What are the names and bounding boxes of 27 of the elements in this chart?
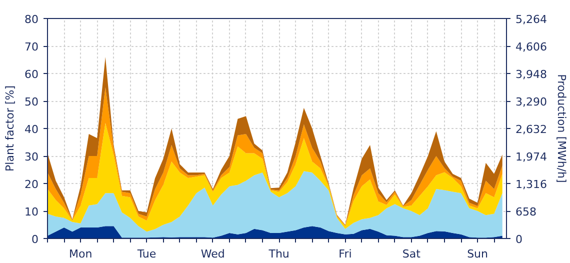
y-tick-label: 0	[32, 233, 38, 246]
y2-tick-label: 3,948	[516, 68, 547, 81]
y-tick-label: 50	[24, 96, 39, 108]
y2-tick-label: 2,632	[516, 123, 547, 136]
y2-tick-label: 658	[516, 206, 536, 218]
x-tick-label: Mon	[68, 248, 92, 260]
y-tick-label: 10	[24, 206, 39, 218]
y-axis-title: Plant factor [%]	[4, 86, 17, 172]
y-tick-label: 40	[24, 123, 39, 136]
y2-tick-label: 0	[516, 233, 522, 246]
y2-tick-label: 3,290	[516, 96, 547, 108]
x-tick-label: Tue	[136, 248, 156, 260]
y2-tick-label: 1,316	[516, 178, 547, 191]
y-tick-label: 30	[24, 150, 39, 164]
y2-tick-label: 4,606	[516, 40, 547, 54]
y-tick-label: 70	[24, 40, 39, 54]
y2-tick-label: 5,264	[516, 13, 547, 26]
y-tick-label: 20	[24, 178, 39, 191]
x-tick-label: Sat	[402, 248, 422, 260]
y2-tick-label: 1,974	[516, 150, 547, 164]
x-tick-label: Wed	[200, 248, 225, 260]
x-tick-label: Thu	[268, 248, 290, 260]
x-tick-label: Sun	[467, 248, 488, 260]
y2-axis-title: Production [MWh/h]	[554, 74, 568, 183]
y-tick-label: 80	[24, 13, 39, 26]
y-tick-label: 60	[24, 68, 39, 81]
x-tick-label: Fri	[338, 248, 352, 260]
